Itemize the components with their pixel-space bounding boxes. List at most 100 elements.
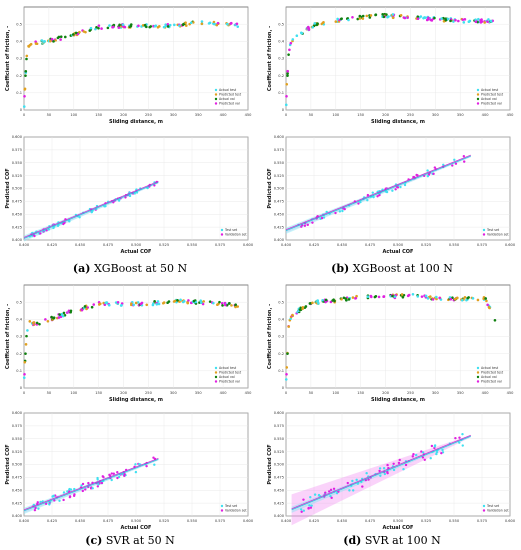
data-point (369, 14, 373, 17)
data-point (208, 300, 212, 303)
data-point (340, 297, 343, 301)
x-tick-label: 0.450 (337, 519, 348, 523)
data-point (480, 18, 483, 21)
data-point (311, 25, 315, 29)
data-point (68, 220, 71, 223)
data-point (393, 295, 397, 298)
panel-d-top: 0 50 100 150 200 250 300 350 400 450 0 0.1 0.2 0.3 0.4… (266, 280, 516, 406)
data-point (357, 202, 360, 205)
data-point (90, 305, 94, 309)
data-point (155, 302, 159, 306)
data-point (84, 30, 87, 34)
data-point (461, 18, 465, 21)
data-point (474, 20, 478, 24)
y-tick-label: 0.600 (274, 135, 285, 139)
data-point (309, 506, 313, 509)
data-point (168, 23, 172, 27)
x-tick-label: 250 (145, 113, 153, 117)
y-tick-label: 0.5 (16, 300, 22, 304)
data-point (220, 301, 224, 305)
x-tick-label: 0.575 (477, 519, 487, 523)
y-tick-label: 0.575 (12, 148, 22, 152)
data-point (32, 321, 36, 324)
data-point (361, 14, 365, 18)
data-point (440, 17, 443, 20)
data-point (218, 300, 221, 304)
y-tick-label: 0.400 (274, 514, 285, 518)
data-point (286, 69, 290, 73)
data-point (440, 451, 443, 455)
data-point (382, 15, 386, 19)
data-point (59, 35, 63, 38)
data-point (462, 154, 466, 158)
data-point (477, 17, 480, 21)
data-point (382, 295, 386, 298)
data-point (236, 305, 240, 308)
data-point (463, 296, 467, 299)
data-point (33, 508, 37, 512)
data-point (387, 15, 390, 18)
data-point (39, 232, 42, 235)
data-point (420, 450, 423, 453)
data-point (332, 487, 336, 491)
data-point (178, 24, 181, 27)
y-axis-label: Coefficient of friction, - (267, 26, 273, 91)
data-point (309, 496, 312, 499)
x-tick-label: 0.400 (281, 243, 292, 247)
data-point (406, 16, 409, 19)
x-tick-label: 0.475 (365, 519, 375, 523)
data-point (23, 372, 26, 376)
y-tick-label: 0.425 (274, 501, 284, 505)
data-point (334, 211, 337, 215)
data-point (308, 504, 311, 507)
x-tick-label: 0.575 (215, 519, 225, 523)
x-tick-label: 450 (507, 391, 515, 395)
data-point (291, 313, 294, 317)
data-point (116, 471, 119, 474)
data-point (379, 474, 382, 477)
panel-a-top: 0 50 100 150 200 250 300 350 400 450 0 0.1 0.2 0.3 0.4… (4, 2, 254, 128)
data-point (392, 468, 396, 472)
y-tick-label: 0.475 (274, 200, 284, 204)
data-point (234, 303, 237, 306)
data-point (182, 299, 186, 303)
data-point (433, 16, 436, 20)
y-tick-label: 0.475 (12, 476, 22, 480)
data-point (356, 17, 360, 21)
data-point (58, 499, 61, 502)
data-point (302, 498, 305, 501)
x-axis-label: Sliding distance, m (109, 119, 163, 125)
data-point (225, 22, 229, 26)
panel-d-bottom: 0.400 0.425 0.450 0.475 0.500 0.525 0.550 0.575… (266, 408, 516, 534)
x-tick-label: 200 (120, 391, 128, 395)
x-tick-label: 0.400 (281, 519, 292, 523)
legend-label: Actual test (219, 366, 237, 370)
data-point (96, 478, 99, 481)
data-point (287, 53, 290, 56)
data-point (398, 458, 401, 462)
x-tick-label: 250 (407, 113, 415, 117)
data-point (40, 39, 44, 42)
fit-line-validation (23, 457, 159, 511)
x-tick-label: 350 (195, 391, 203, 395)
legend-label: Validation set (225, 233, 247, 237)
y-axis-label: Predicted COF (267, 168, 273, 208)
chart-b-bottom: 0.400 0.425 0.450 0.475 0.500 0.525 0.550 0.575… (267, 135, 516, 255)
data-point (73, 493, 76, 496)
y-axis-label: Coefficient of friction, - (5, 304, 11, 369)
data-point (212, 20, 216, 24)
data-point (371, 191, 374, 194)
data-point (69, 309, 73, 313)
data-point (22, 105, 26, 108)
y-tick-label: 0.400 (274, 238, 285, 242)
data-point (133, 192, 136, 195)
x-tick-label: 100 (332, 113, 340, 117)
data-point (132, 303, 136, 307)
y-tick-label: 0.475 (274, 476, 284, 480)
data-point (137, 463, 141, 466)
legend-marker (476, 380, 480, 383)
x-tick-label: 150 (95, 391, 103, 395)
x-tick-label: 450 (245, 113, 253, 117)
x-tick-label: 0.450 (75, 519, 86, 523)
data-point (412, 452, 415, 456)
